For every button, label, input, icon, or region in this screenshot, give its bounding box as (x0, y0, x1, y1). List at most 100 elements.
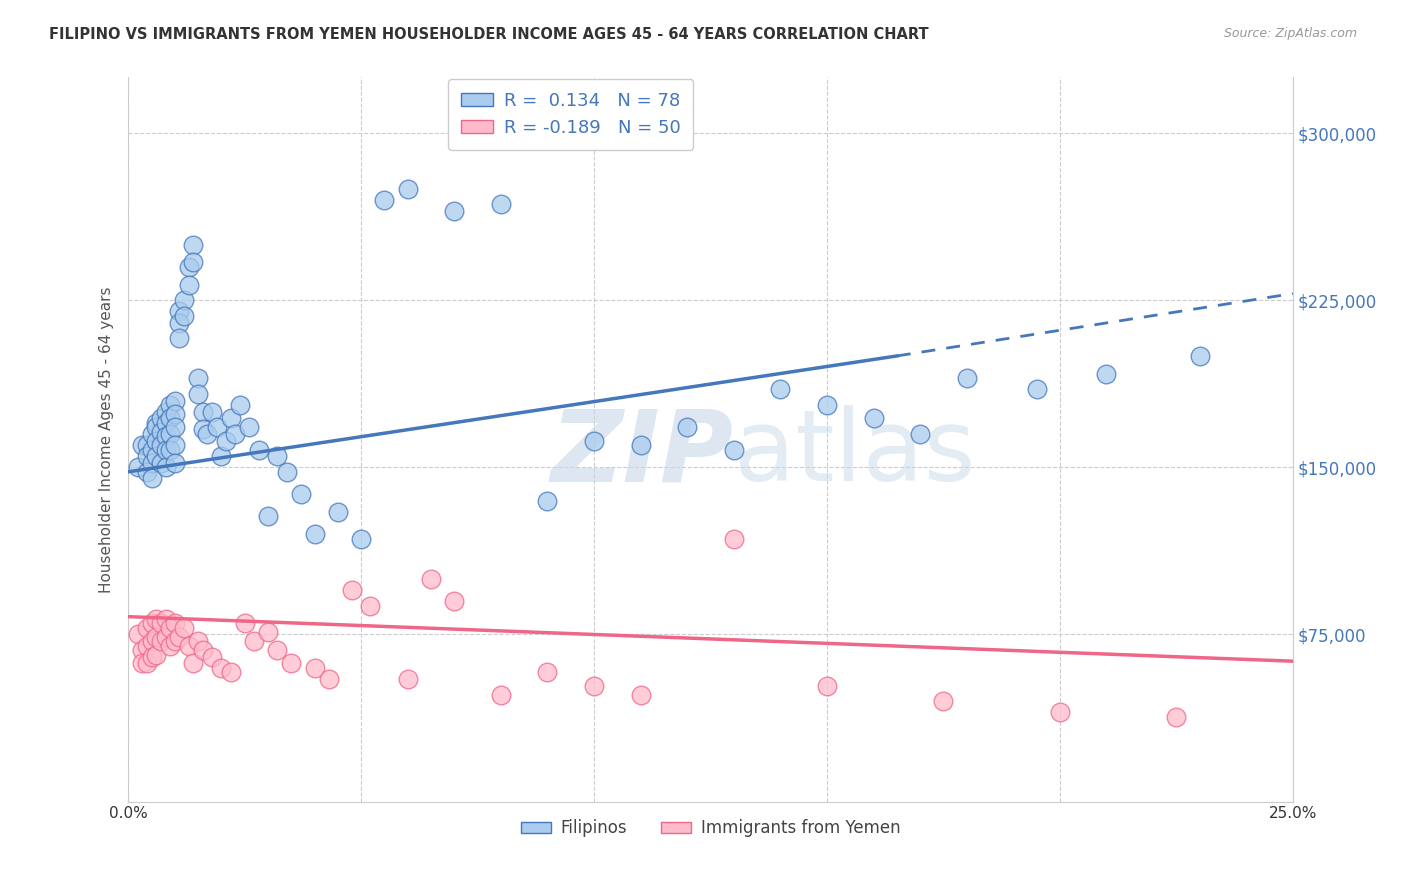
Point (536, 493, 558, 508)
Point (163, 456, 186, 470)
Point (932, 694, 955, 708)
Point (187, 387, 209, 401)
Point (145, 612, 167, 626)
Point (159, 411, 181, 425)
Point (163, 616, 186, 631)
Point (350, 532, 373, 546)
Point (304, 527, 326, 541)
Point (159, 639, 181, 653)
Point (1049, 706, 1071, 720)
Point (177, 260, 200, 274)
Legend: Filipinos, Immigrants from Yemen: Filipinos, Immigrants from Yemen (515, 813, 907, 844)
Point (131, 657, 153, 671)
Point (149, 411, 172, 425)
Point (205, 420, 228, 434)
Point (131, 438, 153, 452)
Point (155, 442, 177, 457)
Point (1025, 383, 1047, 397)
Point (1188, 349, 1211, 363)
Text: FILIPINO VS IMMIGRANTS FROM YEMEN HOUSEHOLDER INCOME AGES 45 - 64 YEARS CORRELAT: FILIPINO VS IMMIGRANTS FROM YEMEN HOUSEH… (49, 27, 929, 42)
Point (149, 634, 172, 648)
Point (215, 434, 238, 448)
Point (815, 398, 838, 412)
Point (135, 639, 157, 653)
Point (191, 404, 214, 418)
Point (135, 438, 157, 452)
Point (163, 407, 186, 421)
Point (276, 465, 298, 479)
Point (127, 460, 149, 475)
Point (769, 383, 792, 397)
Point (135, 449, 157, 463)
Point (815, 679, 838, 693)
Point (173, 309, 195, 323)
Point (159, 426, 181, 441)
Point (169, 630, 191, 644)
Point (233, 616, 256, 631)
Point (145, 416, 167, 430)
Point (373, 193, 395, 207)
Point (630, 688, 652, 702)
Point (135, 465, 157, 479)
Point (183, 657, 205, 671)
Text: atlas: atlas (734, 406, 976, 502)
Point (169, 331, 191, 345)
Point (145, 630, 167, 644)
Point (280, 657, 302, 671)
Point (266, 643, 288, 657)
Point (141, 649, 163, 664)
Point (257, 625, 280, 640)
Point (304, 661, 326, 675)
Point (443, 594, 465, 608)
Point (141, 426, 163, 441)
Point (155, 404, 177, 418)
Point (489, 688, 512, 702)
Point (159, 398, 181, 412)
Point (326, 505, 349, 519)
Point (159, 442, 181, 457)
Point (862, 411, 884, 425)
Point (1095, 367, 1118, 381)
Point (243, 634, 266, 648)
Point (266, 449, 288, 463)
Point (173, 621, 195, 635)
Point (209, 661, 232, 675)
Point (145, 420, 167, 434)
Point (155, 460, 177, 475)
Text: ZIP: ZIP (551, 406, 734, 502)
Point (135, 657, 157, 671)
Point (183, 237, 205, 252)
Point (723, 442, 745, 457)
Point (145, 648, 167, 662)
Point (201, 649, 224, 664)
Point (197, 426, 219, 441)
Point (219, 665, 242, 680)
Point (723, 532, 745, 546)
Point (187, 371, 209, 385)
Point (290, 487, 312, 501)
Point (676, 420, 699, 434)
Point (177, 277, 200, 292)
Point (238, 420, 260, 434)
Point (420, 572, 443, 586)
Point (247, 442, 270, 457)
Point (163, 438, 186, 452)
Point (229, 398, 252, 412)
Text: Source: ZipAtlas.com: Source: ZipAtlas.com (1223, 27, 1357, 40)
Point (131, 643, 153, 657)
Point (163, 420, 186, 434)
Point (155, 612, 177, 626)
Point (209, 449, 232, 463)
Point (489, 197, 512, 211)
Point (169, 316, 191, 330)
Point (141, 456, 163, 470)
Point (191, 422, 214, 436)
Point (149, 425, 172, 439)
Point (145, 434, 167, 448)
Point (127, 627, 149, 641)
Point (318, 672, 340, 686)
Point (163, 634, 186, 648)
Point (159, 621, 181, 635)
Point (396, 182, 419, 196)
Point (183, 255, 205, 269)
